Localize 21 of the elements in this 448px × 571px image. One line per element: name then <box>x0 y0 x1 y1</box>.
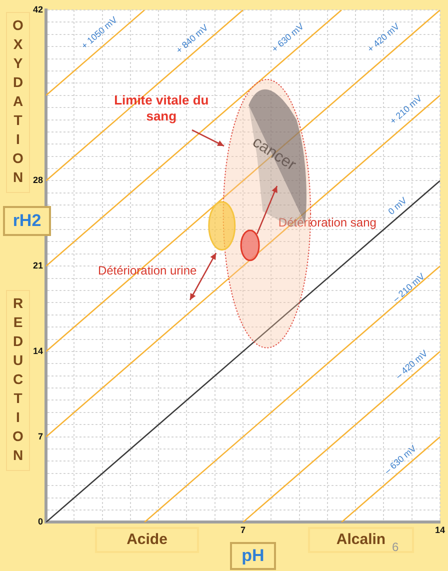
annotation: 0 mV <box>386 195 409 217</box>
y-tick-label: 0 <box>38 516 44 527</box>
text: OXYDATION <box>6 12 30 193</box>
x-axis-title: pH <box>230 542 276 570</box>
annotation: – 210 mV <box>390 271 426 304</box>
y-tick-label: 7 <box>38 431 44 442</box>
y-tick-label: 42 <box>32 4 44 14</box>
annotation: – 630 mV <box>382 443 418 476</box>
annotation: + 630 mV <box>270 21 306 54</box>
text: Alcalin <box>336 531 386 548</box>
annotation: + 210 mV <box>388 93 424 126</box>
y-axis-title: rH2 <box>3 206 51 236</box>
y-tick-label: 14 <box>32 346 44 356</box>
annotation: + 420 mV <box>365 21 402 54</box>
annotation: – 420 mV <box>394 348 430 381</box>
text: Acide <box>95 527 199 553</box>
y-tick-label: 21 <box>32 260 44 271</box>
annotation: + 840 mV <box>174 22 210 56</box>
text: 6 <box>392 540 399 554</box>
text: REDUCTION <box>6 290 30 471</box>
y-tick-label: 28 <box>32 175 44 186</box>
